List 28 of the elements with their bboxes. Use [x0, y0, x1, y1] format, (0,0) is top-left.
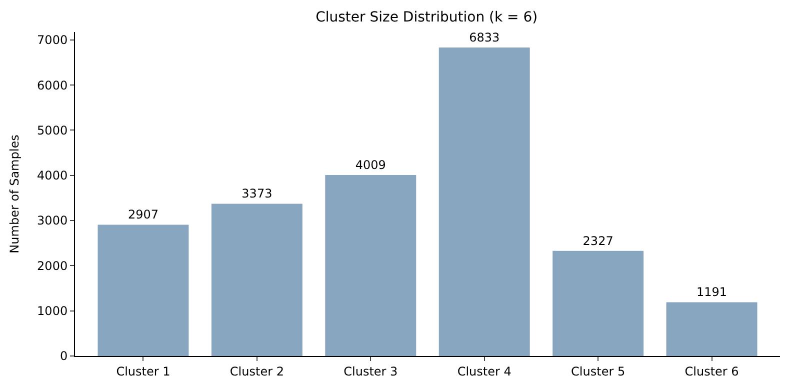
y-tick-label: 1000 [37, 304, 68, 318]
data-label: 4009 [355, 158, 386, 172]
x-tick-label: Cluster 6 [684, 364, 739, 378]
bar [666, 302, 758, 356]
x-tick-label: Cluster 2 [230, 364, 284, 378]
data-label: 2907 [128, 208, 158, 222]
y-tick-label: 0 [60, 349, 68, 364]
x-tick-label: Cluster 1 [116, 364, 170, 378]
bar [438, 47, 530, 356]
y-tick-label: 7000 [37, 33, 68, 48]
y-tick-label: 4000 [37, 168, 68, 183]
bar [552, 250, 644, 356]
y-tick-label: 3000 [37, 214, 68, 228]
y-axis-title: Number of Samples [7, 134, 22, 254]
y-tick-label: 6000 [37, 78, 68, 92]
data-label: 1191 [696, 285, 728, 300]
x-tick-label: Cluster 3 [344, 364, 398, 378]
x-tick-label: Cluster 4 [457, 364, 512, 378]
data-label: 6833 [469, 30, 500, 44]
data-label: 2327 [582, 234, 614, 248]
y-tick-label: 5000 [37, 123, 68, 138]
data-label: 3373 [242, 186, 272, 201]
bar [325, 174, 416, 356]
y-tick-label: 2000 [37, 258, 68, 273]
chart-title: Cluster Size Distribution (k = 6) [316, 10, 538, 26]
bar [98, 224, 189, 356]
x-tick-label: Cluster 5 [571, 364, 626, 378]
bar [211, 204, 302, 356]
